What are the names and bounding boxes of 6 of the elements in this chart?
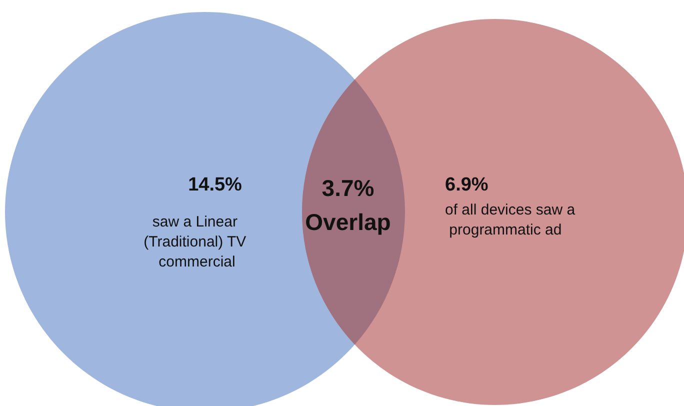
category-label: Overlap — [305, 209, 391, 235]
data-label: 6.9% — [445, 174, 488, 196]
data-label: 14.5% — [188, 174, 242, 196]
data-label: 3.7% — [322, 175, 374, 201]
category-label: of all devices saw a programmatic ad — [445, 202, 576, 238]
category-label: saw a Linear (Traditional) TV commercial — [144, 214, 250, 270]
